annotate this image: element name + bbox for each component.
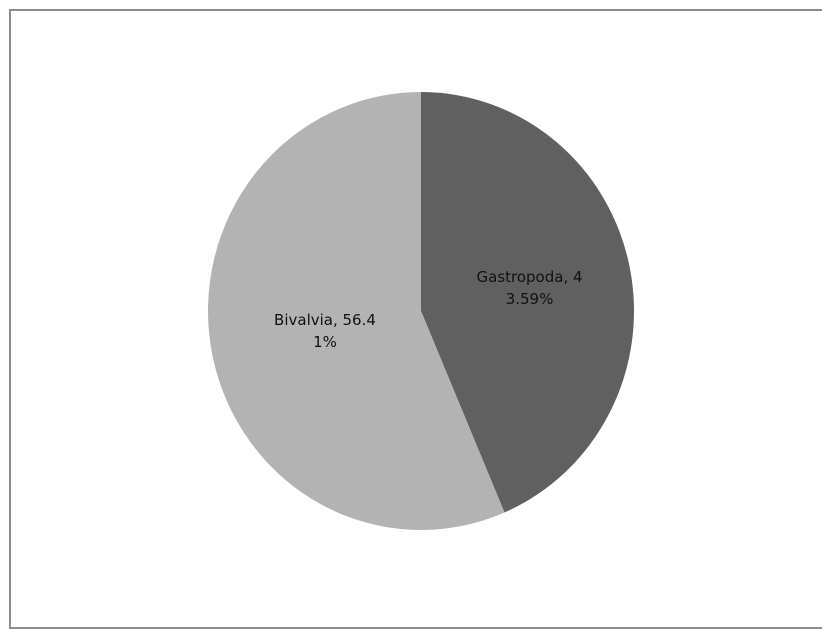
slice-label-line: 3.59%	[506, 290, 554, 308]
pie-chart: Gastropoda, 4 3.59% Bivalvia, 56.4 1%	[207, 92, 634, 530]
slice-label-bivalvia: Bivalvia, 56.4 1%	[274, 311, 376, 351]
pie-labels: Gastropoda, 4 3.59% Bivalvia, 56.4 1%	[274, 268, 582, 351]
pie-slices	[207, 92, 634, 530]
slice-label-line: Gastropoda, 4	[477, 268, 583, 286]
slice-label-line: 1%	[313, 333, 337, 351]
pie-slice-gastropoda	[421, 92, 634, 513]
pie-slice-bivalvia	[207, 92, 505, 530]
slice-label-gastropoda: Gastropoda, 4 3.59%	[477, 268, 583, 308]
slice-label-line: Bivalvia, 56.4	[274, 311, 376, 329]
